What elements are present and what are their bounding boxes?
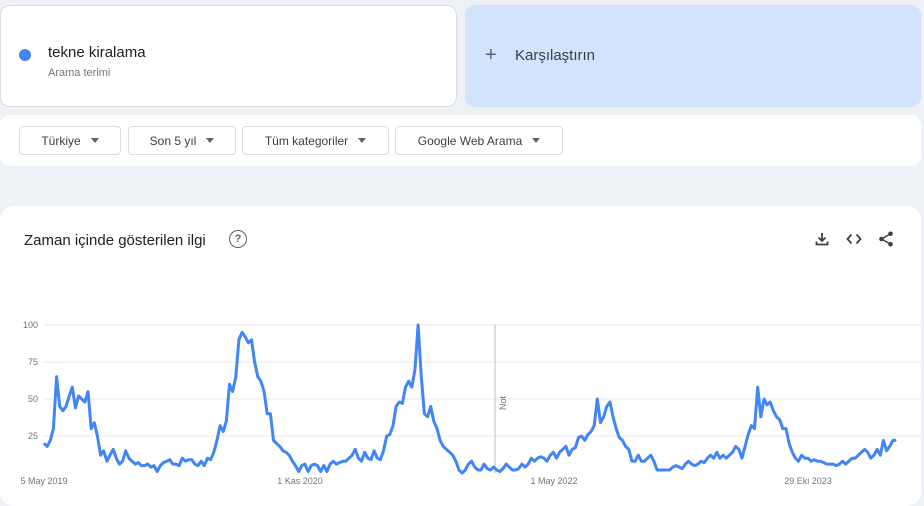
dropdown-arrow-icon xyxy=(90,138,99,143)
term-color-dot xyxy=(19,49,31,61)
dropdown-arrow-icon xyxy=(532,138,541,143)
filter-category[interactable]: Tüm kategoriler xyxy=(242,126,389,155)
filter-time-range-label: Son 5 yıl xyxy=(149,133,197,148)
plus-icon: + xyxy=(485,44,497,66)
compare-label: Karşılaştırın xyxy=(515,47,596,64)
dropdown-arrow-icon xyxy=(358,138,367,143)
compare-button[interactable]: + Karşılaştırın xyxy=(465,5,921,107)
dropdown-arrow-icon xyxy=(206,138,215,143)
help-icon[interactable]: ? xyxy=(229,230,247,248)
filter-time-range[interactable]: Son 5 yıl xyxy=(128,126,236,155)
filter-search-type[interactable]: Google Web Arama xyxy=(395,126,563,155)
filter-category-label: Tüm kategoriler xyxy=(264,133,349,148)
filter-region-label: Türkiye xyxy=(41,133,81,148)
filter-search-type-label: Google Web Arama xyxy=(417,133,523,148)
search-term-type: Arama terimi xyxy=(48,67,111,79)
share-icon[interactable] xyxy=(877,230,895,248)
filter-bar: Türkiye Son 5 yıl Tüm kategoriler Google… xyxy=(0,115,921,166)
filter-region[interactable]: Türkiye xyxy=(19,126,121,155)
search-term-card[interactable]: tekne kiralama Arama terimi xyxy=(0,5,457,107)
search-term-name[interactable]: tekne kiralama xyxy=(48,44,146,61)
embed-code-icon[interactable] xyxy=(845,230,863,248)
chart-title: Zaman içinde gösterilen ilgi xyxy=(24,232,206,249)
download-icon[interactable] xyxy=(813,230,831,248)
interest-over-time-panel: Zaman içinde gösterilen ilgi ? xyxy=(0,206,921,506)
